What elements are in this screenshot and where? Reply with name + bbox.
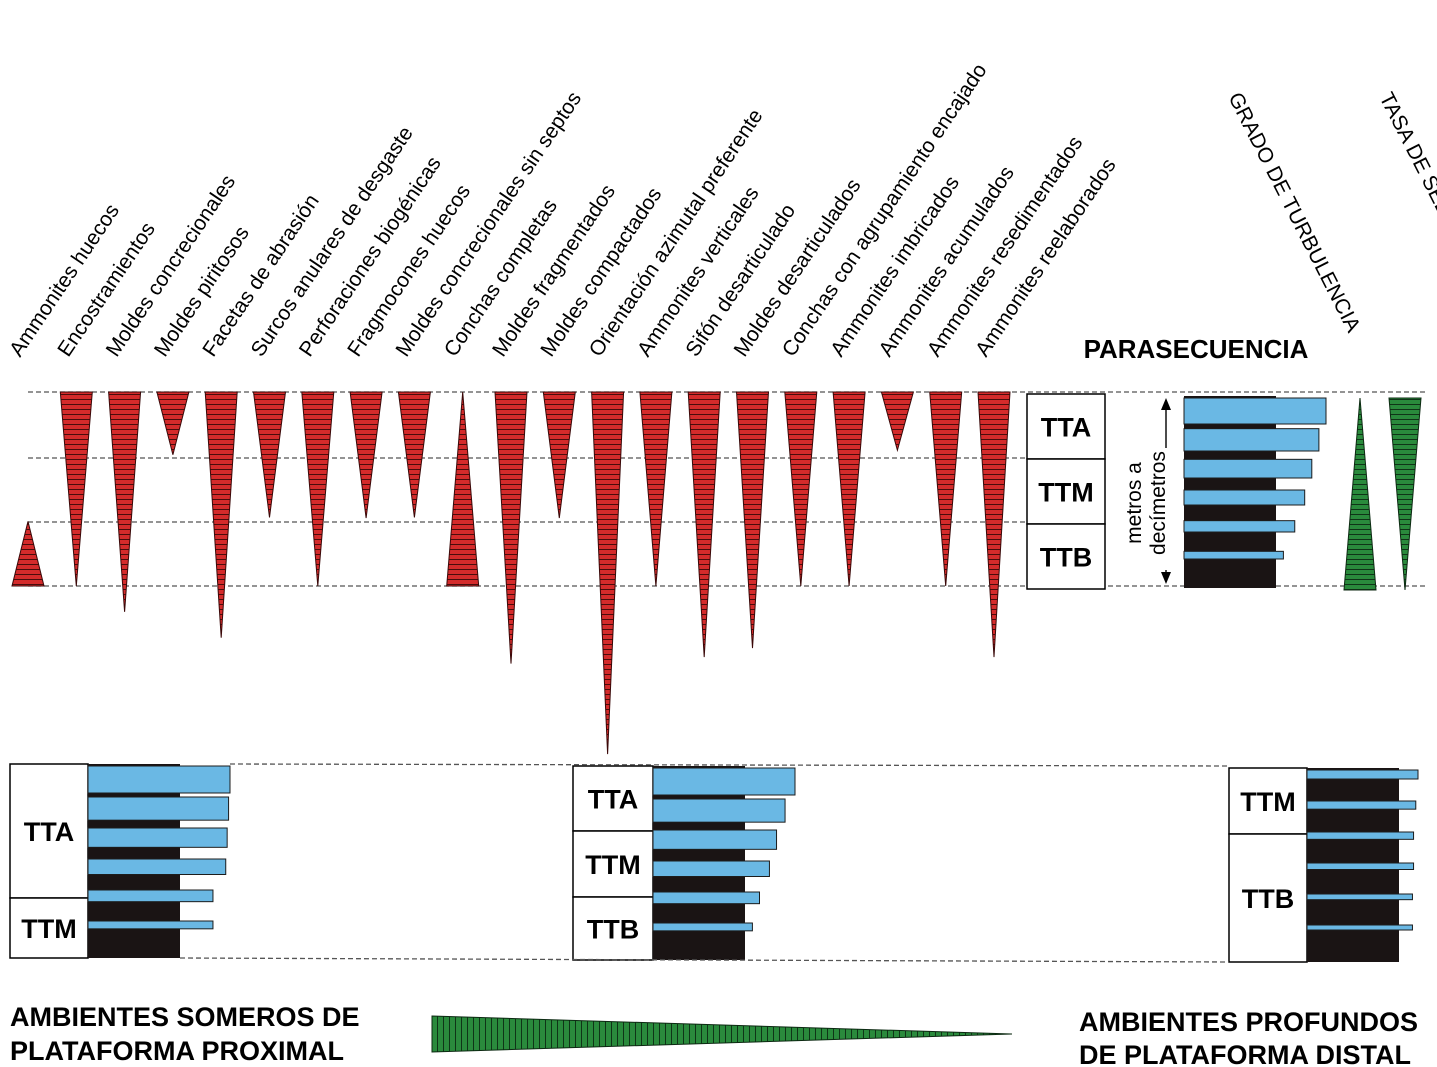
environment-zone-label: TTB	[1242, 884, 1294, 914]
column-triangle	[880, 391, 915, 453]
column-triangle	[735, 391, 770, 649]
env-guide-top	[229, 763, 1230, 767]
sedimentation-rate-label: TASA DE SEDIMENTACIÓN	[1375, 89, 1437, 337]
column-triangle	[397, 391, 431, 518]
column-triangle	[687, 391, 721, 658]
environment-zone-label: TTA	[588, 785, 638, 815]
column-triangle	[204, 391, 238, 638]
column-triangle	[349, 391, 383, 519]
environment-zone-label: TTM	[1240, 787, 1295, 817]
bed	[1183, 520, 1296, 533]
column-triangle	[494, 391, 528, 664]
environment-gradient-wedge	[431, 1015, 1013, 1053]
turbulence-wedge	[1388, 397, 1422, 591]
bed	[1306, 831, 1415, 840]
shallow-environment-label-line2: PLATAFORMA PROXIMAL	[10, 1036, 344, 1066]
bed	[1183, 428, 1320, 452]
environment-zone-box	[1228, 833, 1308, 963]
column-triangle	[639, 391, 673, 587]
column-triangle	[542, 391, 576, 519]
column-triangle	[252, 391, 287, 518]
turbulence-label: GRADO DE TURBULENCIA	[1224, 89, 1365, 336]
column-triangle	[11, 521, 45, 587]
column-triangle	[929, 391, 963, 587]
bed	[87, 889, 214, 903]
column-triangle	[591, 391, 625, 755]
column-triangle	[446, 391, 480, 587]
column-triangle	[784, 391, 818, 587]
bed	[652, 860, 770, 877]
parasequence-zone-box	[1026, 458, 1106, 525]
env-guide-bottom	[179, 957, 1230, 963]
parasequence-zones: TTA TTM TTB	[1026, 393, 1106, 590]
scale-arrow	[1126, 398, 1182, 584]
bed	[1306, 769, 1419, 780]
environment-zone-box	[572, 896, 654, 961]
bed	[1183, 550, 1284, 560]
deep-environment-label-line1: AMBIENTES PROFUNDOS	[1079, 1007, 1418, 1037]
environment-zone-label: TTM	[585, 850, 640, 880]
bed	[652, 767, 796, 796]
bed	[87, 765, 231, 794]
bed	[652, 891, 760, 905]
scale-label-line2: decímetros	[1147, 451, 1170, 555]
bed	[87, 858, 227, 875]
bed	[87, 920, 214, 930]
bed	[1306, 924, 1413, 931]
environment-section: TTM TTB	[1228, 767, 1419, 963]
bed	[1306, 862, 1415, 870]
parasequence-column	[1183, 396, 1327, 588]
bed	[1306, 800, 1417, 810]
environment-zone-label: TTA	[24, 817, 74, 847]
environment-zone-box	[9, 897, 89, 959]
parasequence-zone-label: TTB	[1040, 543, 1092, 573]
environment-zone-label: TTB	[587, 915, 639, 945]
parasequence-zone-box	[1026, 393, 1106, 460]
column-triangle	[59, 391, 93, 587]
environment-section: TTA TTM	[9, 763, 231, 959]
environment-zone-label: TTM	[21, 914, 76, 944]
bed	[87, 796, 230, 821]
column-triangle	[156, 391, 190, 455]
bed	[1306, 893, 1413, 901]
bed	[1183, 397, 1327, 425]
bed	[652, 922, 753, 932]
bed	[652, 829, 778, 850]
environment-zone-box	[572, 765, 654, 832]
bed	[87, 827, 228, 848]
sedimentation-rate-wedge	[1343, 397, 1377, 591]
column-triangle	[108, 391, 142, 612]
column-triangles	[11, 391, 1011, 755]
parasequence-zone-label: TTM	[1038, 478, 1093, 508]
bed	[1183, 458, 1313, 479]
column-triangle	[832, 391, 866, 587]
column-triangle	[301, 391, 335, 587]
bed	[1183, 489, 1306, 506]
scale-label-line1: metros a	[1123, 462, 1146, 544]
deep-environment-label-line2: DE PLATAFORMA DISTAL	[1079, 1040, 1411, 1067]
column-triangle	[977, 391, 1011, 658]
shallow-environment-label-line1: AMBIENTES SOMEROS DE	[10, 1002, 360, 1032]
parasequence-heading: PARASECUENCIA	[1084, 334, 1309, 364]
parasequence-zone-box	[1026, 523, 1106, 590]
environment-sections: TTA TTM TTA TTM TTB TTM TTB	[9, 763, 1419, 963]
environment-section: TTA TTM TTB	[572, 765, 796, 961]
bed	[652, 798, 786, 823]
parasequence-zone-label: TTA	[1041, 413, 1091, 443]
